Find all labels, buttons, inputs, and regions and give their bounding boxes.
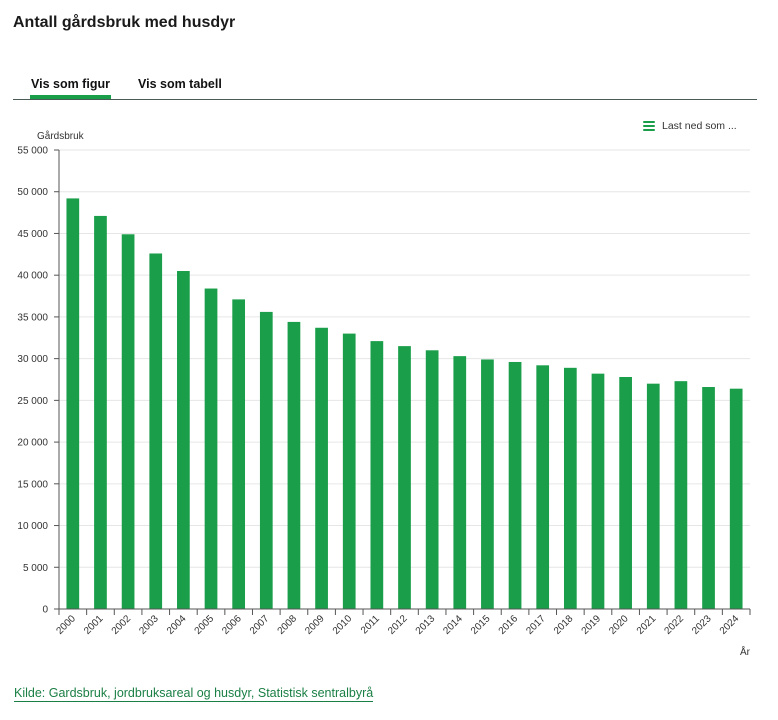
x-tick-label: 2024 [718, 613, 742, 637]
x-axis-label: År [740, 645, 751, 658]
y-tick-label: 35 000 [17, 312, 48, 323]
x-tick-label: 2010 [331, 613, 355, 637]
x-tick-label: 2009 [303, 613, 327, 637]
x-tick-label: 2016 [497, 613, 521, 637]
x-tick-label: 2012 [386, 613, 410, 637]
x-tick-label: 2023 [690, 613, 714, 637]
y-tick-label: 40 000 [17, 271, 48, 282]
bar-chart: Gårdsbruk År 0 5 000 10 000 15 000 20 000 25 … [17, 130, 751, 658]
tab-table[interactable]: Vis som tabell [138, 77, 222, 91]
bar-2020 [619, 376, 632, 609]
x-tick-label: 2020 [607, 613, 631, 637]
bar-2009 [315, 327, 328, 609]
bar-2014 [453, 356, 467, 609]
bar-2021 [646, 383, 660, 609]
download-label: Last ned som ... [662, 120, 737, 132]
x-tick-label: 2006 [220, 613, 244, 637]
x-tick-label: 2000 [54, 613, 78, 637]
x-tick-label: 2008 [276, 613, 300, 637]
y-tick-label: 20 000 [17, 438, 48, 449]
x-tick-label: 2001 [82, 613, 106, 637]
x-tick-label: 2002 [110, 613, 134, 637]
y-tick-label: 10 000 [17, 521, 48, 532]
y-tick-label: 25 000 [17, 396, 48, 407]
y-tick-label: 50 000 [17, 187, 48, 198]
download-menu-button[interactable]: Last ned som ... [643, 119, 737, 133]
y-tick-label: 0 [42, 605, 48, 616]
x-tick-label: 2013 [414, 613, 438, 637]
bar-2011 [370, 341, 384, 609]
bar-2012 [398, 346, 411, 609]
bar-2006 [232, 299, 246, 609]
bar-2010 [342, 333, 356, 609]
bar-2018 [563, 367, 577, 609]
x-tick-label: 2019 [580, 613, 604, 637]
view-tabs: Vis som figur Vis som tabell [13, 77, 757, 100]
y-tick-label: 15 000 [17, 479, 48, 490]
source-link[interactable]: Kilde: Gardsbruk, jordbruksareal og husd… [14, 686, 374, 702]
x-tick-label: 2014 [441, 613, 465, 637]
bar-2005 [204, 288, 218, 609]
x-tick-label: 2007 [248, 613, 272, 637]
y-tick-label: 55 000 [17, 146, 48, 157]
bar-2019 [591, 373, 605, 609]
y-tick-label: 30 000 [17, 354, 48, 365]
y-axis-label: Gårdsbruk [37, 130, 85, 142]
bar-2004 [177, 271, 190, 609]
x-tick-label: 2005 [193, 613, 217, 637]
bar-2007 [259, 311, 273, 609]
x-tick-label: 2011 [359, 613, 382, 636]
x-tick-label: 2017 [524, 613, 548, 637]
x-tick-label: 2018 [552, 613, 576, 637]
x-tick-label: 2022 [663, 613, 687, 637]
tab-figure[interactable]: Vis som figur [30, 77, 111, 99]
bar-2023 [702, 387, 715, 609]
bar-2003 [149, 253, 163, 609]
page-title: Antall gårdsbruk med husdyr [13, 14, 236, 31]
bar-2000 [66, 198, 80, 610]
bar-2016 [508, 361, 522, 609]
bar-2017 [536, 365, 550, 609]
bar-2008 [287, 321, 301, 609]
y-tick-label: 5 000 [23, 563, 48, 574]
bar-2002 [121, 234, 135, 609]
menu-icon [643, 120, 655, 132]
bar-2013 [425, 350, 439, 609]
bar-2001 [94, 215, 107, 610]
bar-2015 [481, 359, 494, 609]
x-tick-label: 2021 [635, 613, 659, 637]
x-tick-label: 2004 [165, 613, 189, 637]
x-tick-label: 2015 [469, 613, 493, 637]
x-tick-label: 2003 [137, 613, 161, 637]
y-tick-label: 45 000 [17, 229, 48, 240]
bar-2024 [729, 388, 743, 609]
bar-2022 [674, 381, 688, 609]
